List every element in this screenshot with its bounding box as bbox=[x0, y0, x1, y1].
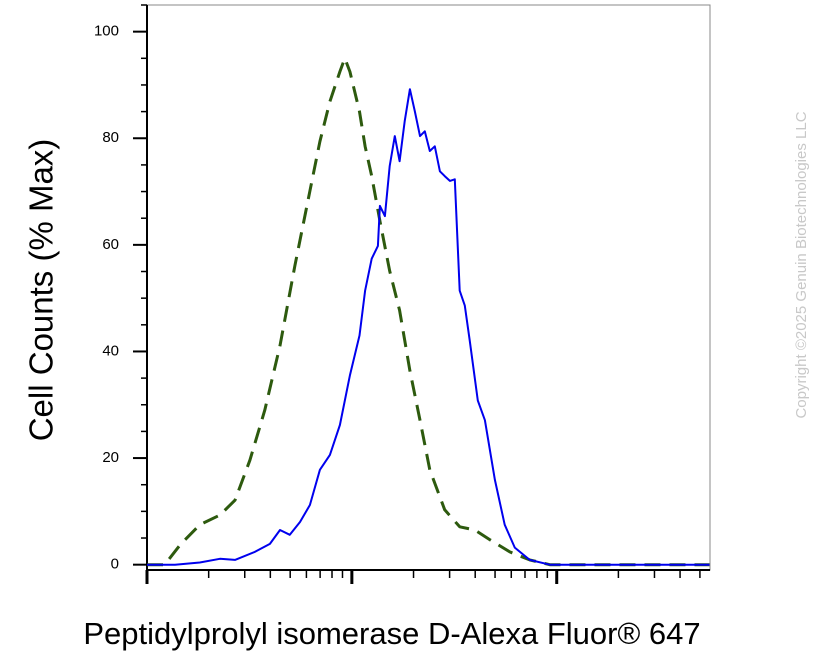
y-tick-label: 0 bbox=[111, 556, 119, 573]
y-tick-label: 80 bbox=[102, 129, 119, 146]
y-axis-title: Cell Counts (% Max) bbox=[23, 139, 60, 442]
y-tick-label: 20 bbox=[102, 449, 119, 466]
plot-frame bbox=[146, 4, 711, 571]
y-tick-label: 100 bbox=[94, 23, 119, 40]
y-tick-label: 60 bbox=[102, 236, 119, 253]
histogram-line bbox=[147, 56, 710, 567]
histogram-line bbox=[147, 88, 710, 566]
copyright: Copyright ©2025 Genuin Biotechnologies L… bbox=[793, 111, 810, 418]
y-tick-label: 40 bbox=[102, 342, 119, 359]
x-axis-title: Peptidylprolyl isomerase D-Alexa Fluor® … bbox=[83, 616, 700, 651]
